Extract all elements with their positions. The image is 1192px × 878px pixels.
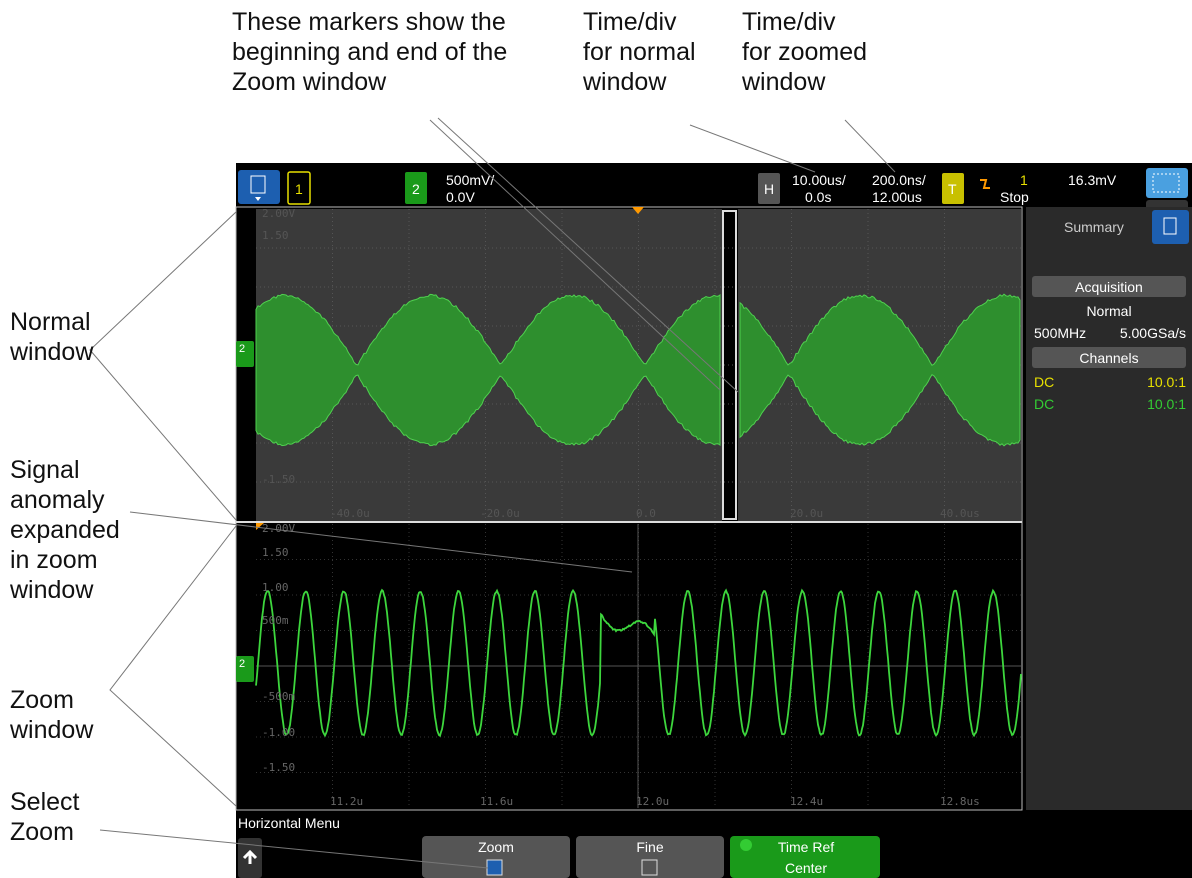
annotation: Time/div (742, 8, 836, 36)
annotation: Zoom (10, 818, 74, 846)
channel-marker-label: 2 (239, 658, 245, 670)
screenshot: 2.00V 1.50 -1.50 -40.0u 11.2u -20.0u 11.6u 0… (0, 0, 1192, 878)
leader-line (110, 526, 236, 806)
leader-line (90, 212, 236, 520)
y-label: -1.50 (262, 761, 295, 774)
y-label: -1.50 (262, 473, 295, 486)
annotation: Signal (10, 456, 80, 484)
annotation: Select (10, 788, 80, 816)
x-label: 12.8us (940, 795, 980, 808)
time-ref-label: Time Ref (778, 839, 834, 855)
y-label: -500m (262, 690, 295, 703)
x-label: -40.0u (330, 507, 370, 520)
normal-timediv: 10.00us/ (792, 172, 846, 188)
annotation: Time/div (583, 8, 677, 36)
menu-title: Horizontal Menu (238, 815, 340, 831)
trigger-level: 16.3mV (1068, 172, 1117, 188)
trigger-source: 1 (1020, 172, 1028, 188)
y-label: 2.00V (262, 207, 295, 220)
zoom-checkbox[interactable] (487, 860, 502, 875)
annotation: for normal (583, 38, 696, 66)
ch2-coupling: DC (1034, 396, 1054, 412)
annotation: Normal (10, 308, 91, 336)
trigger-label: T (948, 181, 957, 197)
normal-delay: 0.0s (805, 189, 831, 205)
panel-menu-button[interactable] (1152, 210, 1189, 244)
annotation: Zoom (10, 686, 74, 714)
annotation: window (582, 68, 667, 96)
acq-mode: Normal (1086, 303, 1131, 319)
ch2-scale: 500mV/ (446, 172, 494, 188)
zoom-delay: 12.00us (872, 189, 922, 205)
annotation: beginning and end of the (232, 38, 507, 66)
annotation: window (9, 716, 94, 744)
y-label: 500m (262, 614, 289, 627)
acquisition-label: Acquisition (1075, 279, 1143, 295)
y-label: 1.50 (262, 229, 289, 242)
y-label: 1.50 (262, 546, 289, 559)
annotation: anomaly (10, 486, 105, 514)
fine-softkey-label: Fine (636, 839, 663, 855)
annotation: for zoomed (742, 38, 867, 66)
annotation: window (741, 68, 826, 96)
ch2-offset: 0.0V (446, 189, 475, 205)
x-label: -20.0u (480, 507, 520, 520)
horizontal-label: H (764, 181, 774, 197)
x-label: 12.0u (636, 795, 669, 808)
side-panel (1026, 207, 1192, 810)
channel-marker-label: 2 (239, 343, 245, 355)
ch1-probe: 10.0:1 (1147, 374, 1186, 390)
annotation: window (9, 576, 94, 604)
run-state: Stop (1000, 189, 1029, 205)
ch2-probe: 10.0:1 (1147, 396, 1186, 412)
x-label: 0.0 (636, 507, 656, 520)
zoom-timediv: 200.0ns/ (872, 172, 926, 188)
y-label: -1.00 (262, 726, 295, 739)
annotation: Zoom window (232, 68, 387, 96)
zoom-softkey-label: Zoom (478, 839, 514, 855)
ch1-label: 1 (295, 181, 303, 197)
sample-rate: 5.00GSa/s (1120, 325, 1186, 341)
time-ref-value: Center (785, 860, 827, 876)
x-label: 40.0us (940, 507, 980, 520)
annotation: window (9, 338, 94, 366)
annotation: expanded (10, 516, 120, 544)
zoom-select-icon[interactable] (1146, 168, 1188, 198)
annotation: in zoom (10, 546, 98, 574)
bandwidth: 500MHz (1034, 325, 1086, 341)
x-label: 11.2u (330, 795, 363, 808)
softkey-indicator (740, 839, 752, 851)
channels-label: Channels (1079, 350, 1138, 366)
summary-tab[interactable]: Summary (1064, 219, 1124, 235)
x-label: 12.4u (790, 795, 823, 808)
x-label: 20.0u (790, 507, 823, 520)
annotation: These markers show the (232, 8, 506, 36)
ch1-coupling: DC (1034, 374, 1054, 390)
ch2-label: 2 (412, 181, 420, 197)
y-label: 1.00 (262, 581, 289, 594)
x-label: 11.6u (480, 795, 513, 808)
